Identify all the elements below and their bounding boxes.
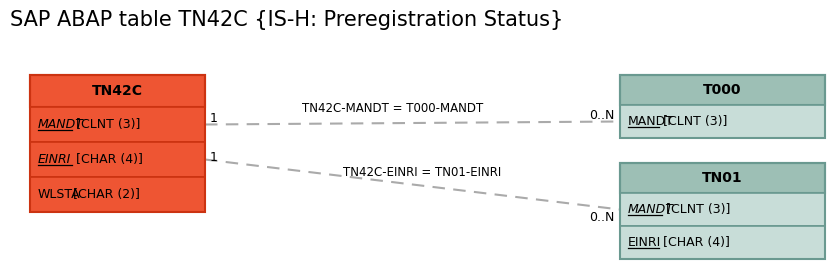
Bar: [619, 75, 824, 138]
Bar: [619, 105, 824, 138]
Text: [CHAR (4)]: [CHAR (4)]: [659, 236, 730, 249]
Text: 0..N: 0..N: [589, 109, 614, 122]
Text: WLSTA: WLSTA: [38, 188, 80, 201]
Text: 0..N: 0..N: [589, 211, 614, 224]
Bar: [619, 163, 824, 259]
Text: EINRI: EINRI: [627, 236, 660, 249]
Bar: [30, 75, 205, 107]
Bar: [619, 75, 824, 105]
Bar: [619, 163, 824, 193]
Text: MANDT: MANDT: [627, 115, 673, 128]
Text: TN42C-EINRI = TN01-EINRI: TN42C-EINRI = TN01-EINRI: [343, 166, 501, 179]
Text: 1: 1: [210, 151, 217, 164]
Text: MANDT: MANDT: [627, 203, 673, 216]
Text: [CLNT (3)]: [CLNT (3)]: [661, 203, 730, 216]
Text: EINRI: EINRI: [38, 153, 71, 166]
Bar: [619, 226, 824, 259]
Bar: [30, 177, 205, 212]
Text: TN01: TN01: [701, 171, 742, 185]
Text: [CHAR (2)]: [CHAR (2)]: [69, 188, 140, 201]
Bar: [619, 193, 824, 226]
Text: MANDT: MANDT: [38, 118, 84, 131]
Text: [CHAR (4)]: [CHAR (4)]: [72, 153, 143, 166]
Text: 1: 1: [210, 112, 217, 125]
Text: SAP ABAP table TN42C {IS-H: Preregistration Status}: SAP ABAP table TN42C {IS-H: Preregistrat…: [10, 10, 563, 30]
Bar: [30, 142, 205, 177]
Text: TN42C-MANDT = T000-MANDT: TN42C-MANDT = T000-MANDT: [302, 102, 482, 115]
Text: [CLNT (3)]: [CLNT (3)]: [659, 115, 727, 128]
Bar: [30, 75, 205, 212]
Text: [CLNT (3)]: [CLNT (3)]: [72, 118, 140, 131]
Bar: [30, 107, 205, 142]
Text: TN42C: TN42C: [92, 84, 143, 98]
Text: T000: T000: [702, 83, 741, 97]
